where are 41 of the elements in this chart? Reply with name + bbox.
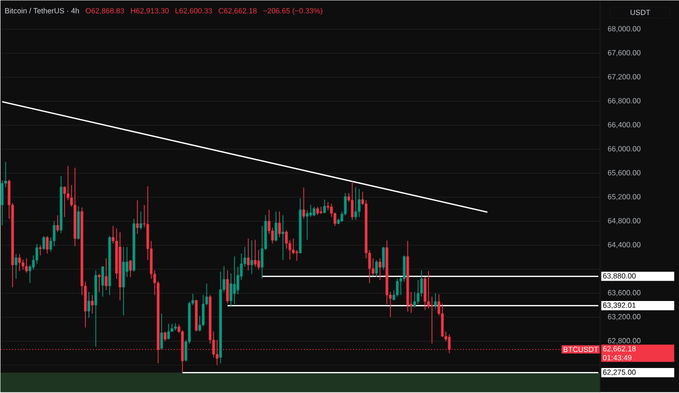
- candlestick: [430, 296, 434, 344]
- candlestick: [282, 214, 284, 261]
- candlestick: [38, 244, 42, 256]
- candlestick: [14, 254, 18, 280]
- candlestick: [56, 214, 59, 233]
- candlestick: [250, 240, 254, 275]
- candlestick: [306, 210, 309, 240]
- candlestick: [46, 236, 49, 254]
- candlestick: [98, 274, 101, 293]
- candlestick: [25, 258, 28, 274]
- candlestick: [226, 270, 229, 304]
- candlestick: [88, 292, 90, 318]
- candlestick: [101, 266, 104, 298]
- candlestick: [136, 200, 139, 234]
- candlestick: [160, 313, 163, 350]
- candlestick: [278, 211, 281, 238]
- candlestick: [350, 181, 354, 221]
- candlestick: [434, 292, 437, 310]
- candlestick: [104, 258, 108, 291]
- candlestick: [312, 206, 316, 217]
- candlestick: [295, 250, 298, 262]
- candlestick: [274, 211, 278, 242]
- candlestick: [0, 180, 4, 226]
- candlestick: [323, 199, 326, 214]
- candlestick: [254, 240, 257, 268]
- candlestick: [354, 186, 358, 221]
- candlestick: [167, 324, 170, 340]
- candlestick: [42, 236, 46, 251]
- candlestick: [129, 260, 132, 278]
- candlestick: [233, 256, 236, 305]
- candlestick: [378, 258, 382, 281]
- candlestick: [382, 246, 385, 270]
- candlestick: [90, 294, 94, 314]
- candlestick: [246, 238, 250, 271]
- candlestick: [358, 188, 361, 218]
- candlestick: [396, 278, 399, 298]
- candlestick: [140, 211, 142, 230]
- candlestick: [302, 187, 306, 220]
- candlestick: [164, 331, 166, 342]
- candlestick: [18, 254, 21, 272]
- candlestick: [375, 260, 378, 278]
